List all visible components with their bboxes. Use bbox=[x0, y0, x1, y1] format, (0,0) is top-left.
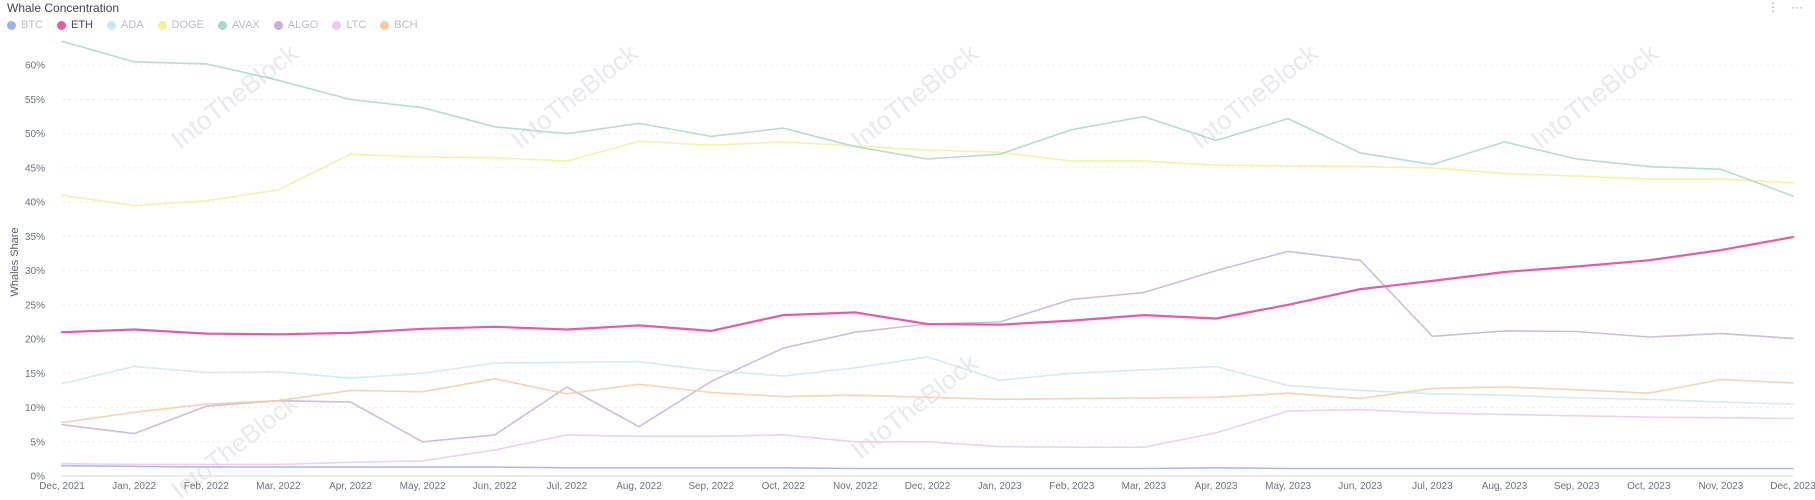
chart-legend: BTC ETH ADA DOGE AVAX ALGO LTC BCH bbox=[7, 19, 418, 31]
series-line-bch[interactable] bbox=[61, 377, 1794, 424]
legend-item-algo[interactable]: ALGO bbox=[273, 19, 319, 31]
y-tick-label: 0% bbox=[31, 472, 46, 483]
y-tick-label: 40% bbox=[25, 198, 45, 209]
y-tick-label: 30% bbox=[25, 266, 45, 277]
series-line-doge[interactable] bbox=[61, 140, 1794, 207]
x-tick-label: Dec, 2021 bbox=[39, 481, 85, 492]
legend-label-eth: ETH bbox=[71, 19, 93, 31]
x-tick-label: Apr, 2022 bbox=[329, 481, 372, 492]
series-line-eth[interactable] bbox=[60, 236, 1795, 336]
watermark-text: IntoTheBlock bbox=[165, 37, 304, 155]
x-tick-label: Aug, 2022 bbox=[616, 481, 662, 492]
x-tick-label: Sep, 2022 bbox=[688, 481, 734, 492]
y-tick-label: 10% bbox=[25, 403, 45, 414]
chart-title: Whale Concentration bbox=[7, 1, 120, 15]
legend-item-avax[interactable]: AVAX bbox=[218, 19, 260, 31]
legend-label-btc: BTC bbox=[21, 19, 43, 31]
x-tick-label: Oct, 2023 bbox=[1627, 481, 1671, 492]
y-tick-label: 20% bbox=[25, 335, 45, 346]
legend-label-doge: DOGE bbox=[171, 19, 205, 31]
legend-item-eth[interactable]: ETH bbox=[57, 19, 93, 31]
x-tick-label: May, 2022 bbox=[400, 481, 446, 492]
watermark-text: IntoTheBlock bbox=[1525, 37, 1664, 155]
legend-item-btc[interactable]: BTC bbox=[7, 19, 43, 31]
x-tick-label: May, 2023 bbox=[1265, 481, 1311, 492]
watermarks: IntoTheBlock IntoTheBlock IntoTheBlock Into… bbox=[165, 37, 1664, 500]
y-tick-label: 50% bbox=[25, 129, 45, 140]
series-line-btc[interactable] bbox=[61, 464, 1794, 470]
legend-label-algo: ALGO bbox=[287, 19, 319, 31]
x-tick-label: Apr, 2023 bbox=[1195, 481, 1238, 492]
series-line-avax[interactable] bbox=[61, 40, 1794, 197]
x-tick-label: Jun, 2023 bbox=[1338, 481, 1382, 492]
watermark-text: IntoTheBlock bbox=[505, 37, 644, 155]
legend-label-bch: BCH bbox=[394, 19, 418, 31]
legend-label-ada: ADA bbox=[121, 19, 144, 31]
more-options-icon[interactable]: ··· bbox=[1791, 0, 1803, 14]
x-tick-label: Nov, 2023 bbox=[1698, 481, 1743, 492]
x-tick-label: Oct, 2022 bbox=[762, 481, 806, 492]
legend-dot-btc bbox=[7, 20, 16, 30]
info-icon[interactable]: ⋮ bbox=[1767, 0, 1779, 14]
x-axis-ticks: Dec, 2021 Jan, 2022 Feb, 2022 Mar, 2022 Apr,… bbox=[39, 481, 1815, 492]
x-tick-label: Jan, 2023 bbox=[978, 481, 1022, 492]
series-lines bbox=[60, 40, 1795, 470]
legend-label-avax: AVAX bbox=[232, 19, 260, 31]
x-tick-label: Sep, 2023 bbox=[1554, 481, 1600, 492]
y-tick-label: 60% bbox=[25, 61, 45, 72]
x-tick-label: Nov, 2022 bbox=[833, 481, 878, 492]
legend-item-ltc[interactable]: LTC bbox=[332, 19, 366, 31]
x-tick-label: Mar, 2022 bbox=[256, 481, 301, 492]
legend-dot-eth bbox=[57, 20, 66, 30]
x-tick-label: Dec, 2022 bbox=[905, 481, 951, 492]
legend-dot-doge bbox=[157, 20, 167, 30]
y-axis-label: Whales Share bbox=[9, 227, 21, 296]
y-tick-label: 45% bbox=[25, 163, 45, 174]
chart-menu: ⋮ ··· bbox=[1767, 0, 1803, 14]
x-tick-label: Jul, 2022 bbox=[547, 481, 588, 492]
legend-dot-bch bbox=[380, 20, 390, 30]
legend-dot-ada bbox=[107, 20, 116, 30]
legend-item-ada[interactable]: ADA bbox=[107, 19, 144, 31]
x-tick-label: Jan, 2022 bbox=[112, 481, 156, 492]
grid-lines bbox=[62, 64, 1793, 477]
x-tick-label: Mar, 2023 bbox=[1122, 481, 1167, 492]
legend-dot-ltc bbox=[332, 20, 342, 30]
y-tick-label: 5% bbox=[31, 437, 46, 448]
y-tick-label: 55% bbox=[25, 95, 45, 106]
x-tick-label: Aug, 2023 bbox=[1482, 481, 1528, 492]
x-tick-label: Feb, 2022 bbox=[184, 481, 229, 492]
legend-item-doge[interactable]: DOGE bbox=[157, 19, 205, 31]
y-axis-ticks: 0% 5% 10% 15% 20% 25% 30% 35% 40% 45% 50% 55% 60% bbox=[25, 61, 45, 483]
legend-dot-avax bbox=[218, 20, 228, 30]
x-tick-label: Jun, 2022 bbox=[473, 481, 517, 492]
x-tick-label: Dec, 2023 bbox=[1770, 481, 1815, 492]
series-line-ltc[interactable] bbox=[61, 408, 1794, 466]
y-tick-label: 15% bbox=[25, 369, 45, 380]
legend-item-bch[interactable]: BCH bbox=[380, 19, 418, 31]
watermark-text: IntoTheBlock bbox=[845, 347, 984, 465]
x-tick-label: Jul, 2023 bbox=[1412, 481, 1453, 492]
series-line-ada[interactable] bbox=[61, 356, 1794, 405]
y-tick-label: 35% bbox=[25, 232, 45, 243]
legend-label-ltc: LTC bbox=[346, 19, 367, 31]
watermark-text: IntoTheBlock bbox=[845, 37, 984, 155]
x-tick-label: Feb, 2023 bbox=[1049, 481, 1094, 492]
legend-dot-algo bbox=[273, 20, 283, 30]
y-tick-label: 25% bbox=[25, 300, 45, 311]
